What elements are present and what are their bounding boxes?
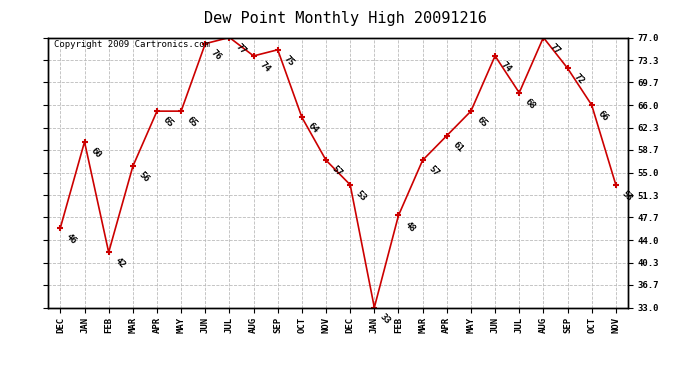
Text: 61: 61 [451, 140, 465, 154]
Text: Copyright 2009 Cartronics.com: Copyright 2009 Cartronics.com [54, 40, 210, 49]
Text: 57: 57 [427, 164, 441, 178]
Text: 57: 57 [331, 164, 344, 178]
Text: 65: 65 [161, 115, 175, 129]
Text: 74: 74 [258, 60, 272, 74]
Text: 53: 53 [355, 189, 368, 203]
Text: 76: 76 [210, 48, 224, 62]
Text: 64: 64 [306, 122, 320, 135]
Text: 53: 53 [620, 189, 634, 203]
Text: 65: 65 [186, 115, 199, 129]
Text: 77: 77 [548, 42, 562, 56]
Text: 46: 46 [65, 232, 79, 246]
Text: 33: 33 [379, 312, 393, 326]
Text: 42: 42 [113, 256, 127, 270]
Text: 65: 65 [475, 115, 489, 129]
Text: 56: 56 [137, 171, 151, 184]
Text: 77: 77 [234, 42, 248, 56]
Text: Dew Point Monthly High 20091216: Dew Point Monthly High 20091216 [204, 11, 486, 26]
Text: 60: 60 [89, 146, 103, 160]
Text: 48: 48 [403, 220, 417, 234]
Text: 75: 75 [282, 54, 296, 68]
Text: 74: 74 [500, 60, 513, 74]
Text: 72: 72 [572, 72, 586, 86]
Text: 66: 66 [596, 109, 610, 123]
Text: 68: 68 [524, 97, 538, 111]
